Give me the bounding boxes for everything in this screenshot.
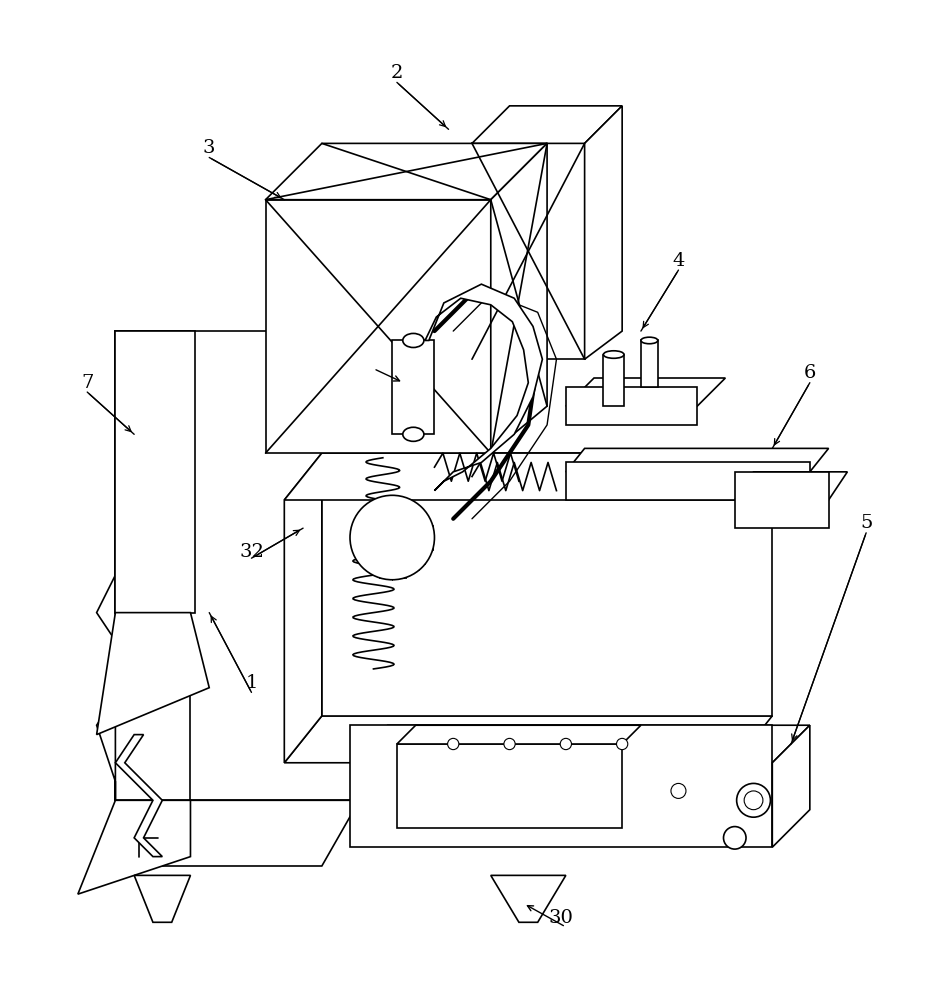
Polygon shape [425,284,543,491]
Circle shape [447,738,459,750]
Circle shape [504,738,515,750]
Text: 32: 32 [239,543,264,561]
Polygon shape [491,875,565,922]
Polygon shape [396,725,641,744]
Polygon shape [472,106,622,143]
Text: 2: 2 [391,64,403,82]
Polygon shape [584,106,622,359]
Text: 3: 3 [203,139,215,157]
Polygon shape [491,143,548,453]
Ellipse shape [403,333,424,348]
Circle shape [723,827,746,849]
Polygon shape [734,472,848,500]
Polygon shape [265,200,491,453]
Circle shape [350,495,434,580]
Ellipse shape [403,427,424,441]
Bar [603,355,624,406]
Polygon shape [265,143,548,200]
Bar [350,725,772,847]
Ellipse shape [641,337,658,344]
Text: 1: 1 [245,674,258,692]
Bar [565,387,698,425]
Polygon shape [350,725,810,763]
Text: 30: 30 [548,909,574,927]
Polygon shape [96,575,134,800]
Bar [734,472,829,528]
Polygon shape [284,453,322,763]
Text: 6: 6 [803,364,816,382]
Polygon shape [134,875,191,922]
Polygon shape [96,613,210,735]
Text: 4: 4 [672,252,684,270]
Polygon shape [565,448,829,472]
Bar [393,340,434,434]
Bar [115,331,195,613]
Text: 5: 5 [860,514,872,532]
Polygon shape [77,800,191,894]
Polygon shape [115,331,360,800]
Polygon shape [115,735,162,857]
Polygon shape [565,378,725,406]
Circle shape [736,783,770,817]
Polygon shape [772,725,810,847]
Polygon shape [115,800,360,866]
Circle shape [744,791,763,810]
Circle shape [560,738,571,750]
Bar [641,340,658,387]
Ellipse shape [603,351,624,358]
Text: 7: 7 [81,374,93,392]
Circle shape [616,738,628,750]
Polygon shape [472,143,584,359]
Polygon shape [115,575,191,800]
Polygon shape [284,453,772,500]
Circle shape [671,783,686,798]
Polygon shape [284,716,772,763]
Bar [396,744,622,828]
Polygon shape [322,453,772,716]
Polygon shape [115,331,191,613]
Bar [565,462,810,500]
